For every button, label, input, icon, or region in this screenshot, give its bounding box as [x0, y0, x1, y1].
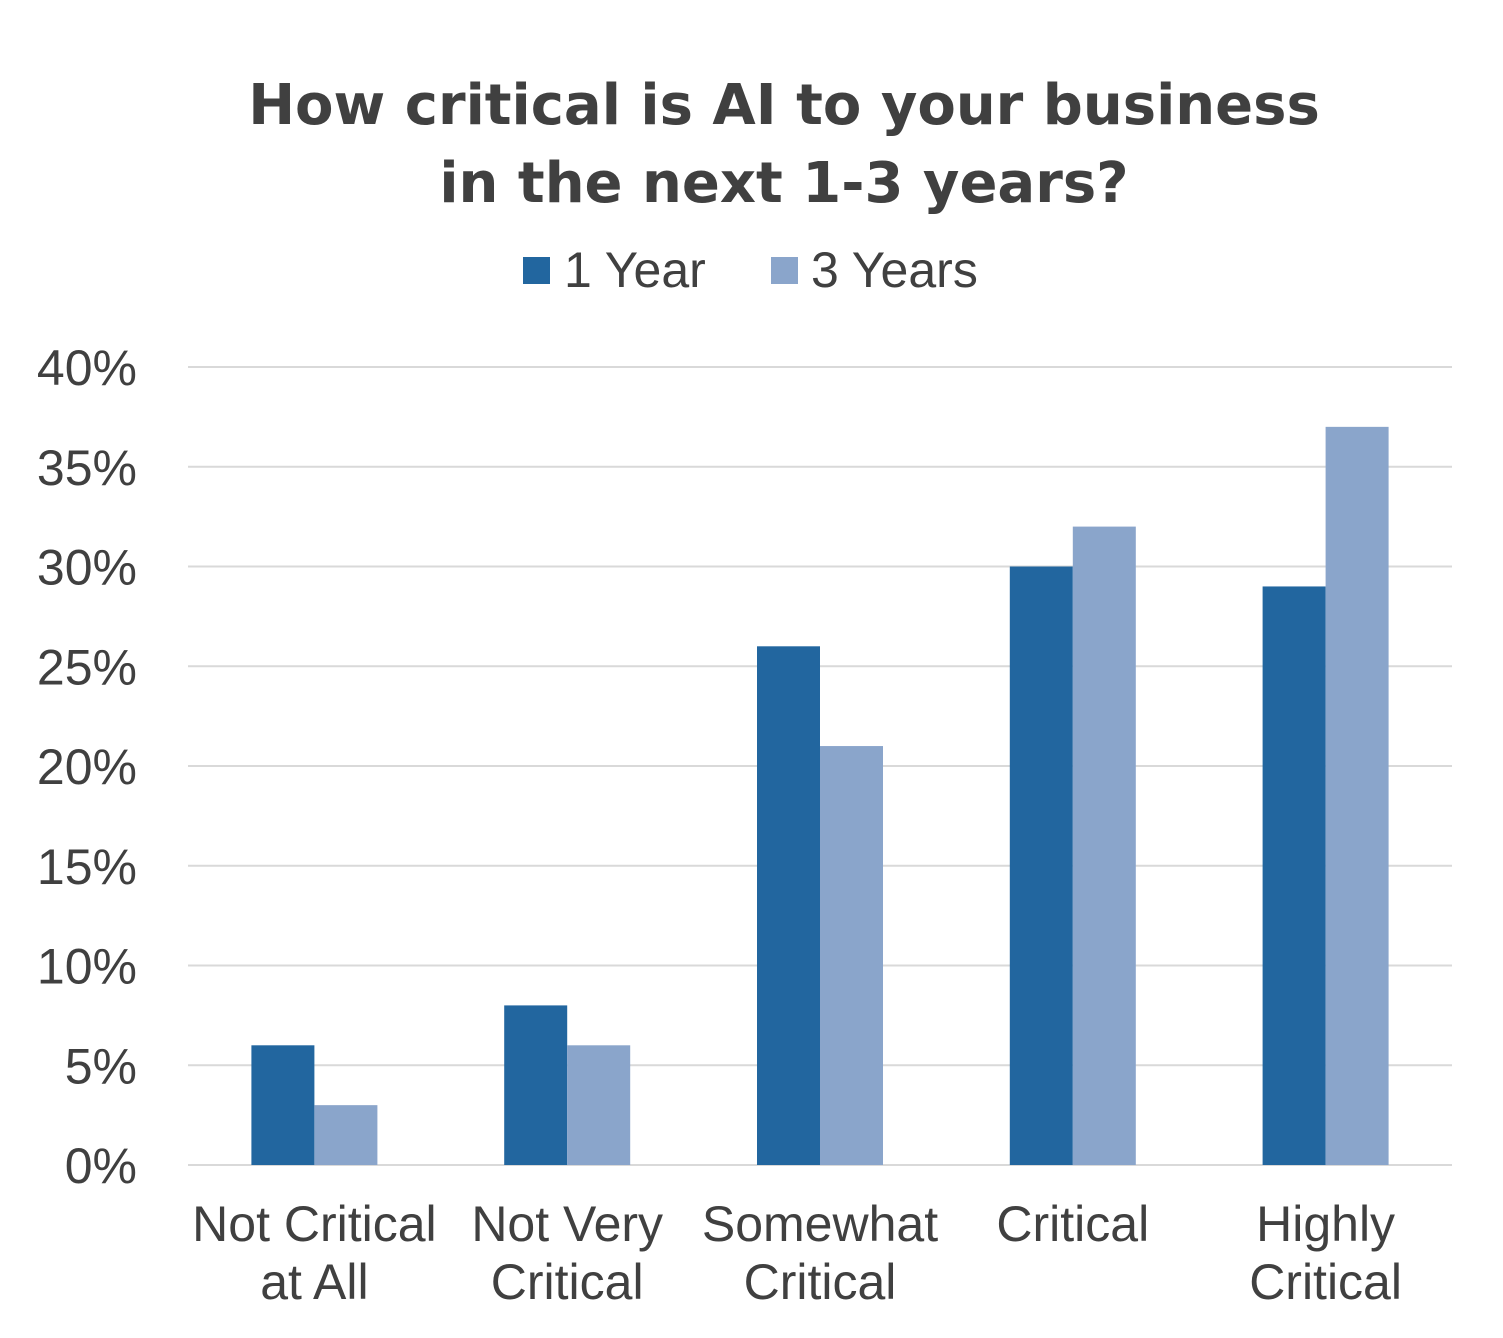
y-tick-label: 15%	[37, 839, 137, 895]
bar-3-years-5	[1325, 426, 1389, 1166]
x-tick-label: at All	[260, 1254, 368, 1310]
bar-1-year-4	[1009, 566, 1073, 1165]
y-tick-label: 5%	[65, 1038, 137, 1094]
legend: 1 Year 3 Years	[523, 242, 978, 298]
x-tick-label: Not Critical	[192, 1196, 436, 1252]
bar-1-year-1	[251, 1045, 315, 1165]
y-tick-label: 30%	[37, 540, 137, 596]
bar-3-years-2	[567, 1045, 631, 1165]
y-tick-label: 25%	[37, 639, 137, 695]
chart-title: How critical is AI to your business in th…	[248, 73, 1320, 216]
bar-1-year-5	[1262, 586, 1326, 1165]
x-tick-label: Critical	[996, 1196, 1149, 1252]
title-line-2: in the next 1-3 years?	[439, 151, 1128, 216]
bar-3-years-1	[314, 1105, 378, 1165]
x-tick-label: Critical	[491, 1254, 644, 1310]
legend-swatch-2	[771, 257, 798, 284]
x-tick-label: Somewhat	[702, 1196, 938, 1252]
legend-swatch-1	[523, 257, 550, 284]
bar-3-years-3	[820, 746, 883, 1165]
title-line-1: How critical is AI to your business	[248, 73, 1320, 138]
x-tick-label: Critical	[744, 1254, 897, 1310]
x-tick-label: Critical	[1249, 1254, 1402, 1310]
y-tick-label: 0%	[65, 1138, 137, 1194]
y-tick-label: 10%	[37, 939, 137, 995]
y-tick-label: 35%	[37, 440, 137, 496]
legend-label-2: 3 Years	[811, 242, 978, 298]
y-tick-label: 40%	[37, 340, 137, 396]
bar-1-year-3	[757, 646, 820, 1165]
bar-3-years-4	[1072, 526, 1136, 1165]
y-axis-ticks: 0% 5% 10% 15% 20% 25% 30% 35% 40%	[37, 340, 137, 1194]
bar-1-year-2	[504, 1005, 568, 1165]
legend-label-1: 1 Year	[564, 242, 706, 298]
x-tick-label: Not Very	[471, 1196, 663, 1252]
x-tick-label: Highly	[1256, 1196, 1395, 1252]
bars	[251, 426, 1389, 1166]
y-tick-label: 20%	[37, 739, 137, 795]
